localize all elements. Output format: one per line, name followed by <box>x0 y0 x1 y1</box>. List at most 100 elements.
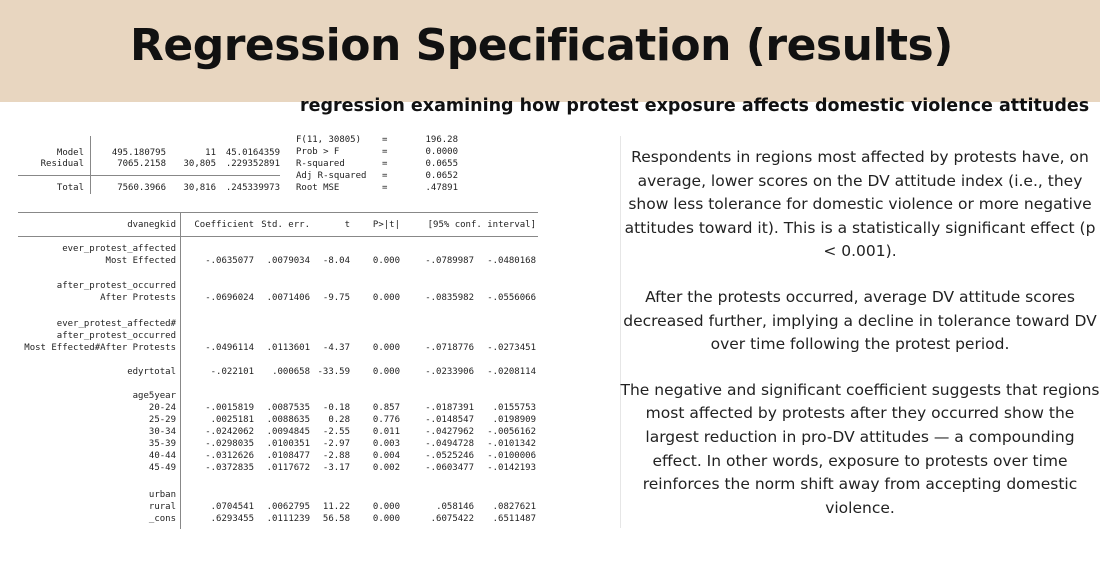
p-value: 0.776 <box>372 415 400 425</box>
coef-value: -.022101 <box>210 367 254 377</box>
note-paragraph: Respondents in regions most affected by … <box>624 148 1096 261</box>
t-value: -8.04 <box>322 256 350 266</box>
coef-value: -.0696024 <box>205 293 254 303</box>
anova-ms: 45.0164359 <box>225 148 280 158</box>
row-label: 35-39 <box>148 439 176 449</box>
regression-output: Model 495.180795 11 45.0164359 Residual … <box>18 130 538 530</box>
ci-high: -.0273451 <box>487 343 536 353</box>
p-value: 0.000 <box>372 256 400 266</box>
row-label: _cons <box>148 514 176 524</box>
se-value: .000658 <box>272 367 310 377</box>
col-header: Std. err. <box>261 220 310 230</box>
group-label: ever_protest_affected# <box>56 319 176 329</box>
ci-low: -.0427962 <box>425 427 474 437</box>
ci-high: -.0142193 <box>487 463 536 473</box>
se-value: .0079034 <box>266 256 310 266</box>
ci-high: .0827621 <box>492 502 536 512</box>
anova-ms: .229352891 <box>225 159 280 169</box>
se-value: .0113601 <box>266 343 310 353</box>
note-paragraph: The negative and significant coefficient… <box>620 380 1100 517</box>
ci-high: .6511487 <box>492 514 536 524</box>
t-value: 11.22 <box>322 502 350 512</box>
ci-low: -.0525246 <box>425 451 474 461</box>
ci-low: -.0789987 <box>425 256 474 266</box>
p-value: 0.000 <box>372 514 400 524</box>
group-label: after_protest_occurred <box>56 331 176 341</box>
coef-value: -.0312626 <box>205 451 254 461</box>
stat-eq: = <box>382 147 388 157</box>
stat-label: Adj R-squared <box>296 171 367 181</box>
ci-low: .6075422 <box>430 514 474 524</box>
row-label: 25-29 <box>148 415 176 425</box>
anova-ss: 495.180795 <box>111 148 166 158</box>
t-value: 56.58 <box>322 514 350 524</box>
ci-high: -.0100006 <box>487 451 536 461</box>
stat-label: R-squared <box>296 159 345 169</box>
group-label: age5year <box>132 391 176 401</box>
col-header: t <box>344 220 350 230</box>
stat-label: F(11, 30805) <box>296 135 362 145</box>
ci-high: .0155753 <box>492 403 536 413</box>
ci-high: .0198909 <box>492 415 536 425</box>
coef-value: -.0635077 <box>205 256 254 266</box>
table-top-rule <box>18 212 538 213</box>
p-value: 0.000 <box>372 343 400 353</box>
stat-eq: = <box>382 159 388 169</box>
coef-value: -.0496114 <box>205 343 254 353</box>
group-label: ever_protest_affected <box>62 244 176 254</box>
row-label: edyrtotal <box>127 367 176 377</box>
ci-low: .058146 <box>436 502 474 512</box>
coef-value: -.0242062 <box>205 427 254 437</box>
t-value: -2.88 <box>322 451 350 461</box>
p-value: 0.000 <box>372 502 400 512</box>
stat-value: 0.0655 <box>425 159 458 169</box>
coef-value: -.0015819 <box>205 403 254 413</box>
ci-high: -.0480168 <box>487 256 536 266</box>
t-value: -0.18 <box>322 403 350 413</box>
t-value: -2.97 <box>322 439 350 449</box>
col-header: Coefficient <box>194 220 254 230</box>
se-value: .0117672 <box>266 463 310 473</box>
table-header-rule <box>18 236 538 237</box>
stat-eq: = <box>382 183 388 193</box>
ci-low: -.0494728 <box>425 439 474 449</box>
anova-separator <box>18 175 280 176</box>
se-value: .0071406 <box>266 293 310 303</box>
ci-high: -.0208114 <box>487 367 536 377</box>
title-banner: Regression Specification (results) <box>0 0 1100 102</box>
ci-high: -.0056162 <box>487 427 536 437</box>
anova-label: Total <box>56 183 84 193</box>
se-value: .0062795 <box>266 502 310 512</box>
t-value: -9.75 <box>322 293 350 303</box>
row-label: 40-44 <box>148 451 176 461</box>
row-label: Most Effected#After Protests <box>24 343 176 353</box>
group-label: after_protest_occurred <box>56 281 176 291</box>
se-value: .0087535 <box>266 403 310 413</box>
stat-value: 0.0000 <box>425 147 458 157</box>
group-label: urban <box>148 490 176 500</box>
anova-label: Residual <box>40 159 84 169</box>
ci-low: -.0148547 <box>425 415 474 425</box>
coef-value: -.0372835 <box>205 463 254 473</box>
ci-low: -.0718776 <box>425 343 474 353</box>
se-value: .0108477 <box>266 451 310 461</box>
ci-high: -.0101342 <box>487 439 536 449</box>
p-value: 0.004 <box>372 451 400 461</box>
anova-label: Model <box>56 148 84 158</box>
p-value: 0.000 <box>372 293 400 303</box>
anova-ss: 7065.2158 <box>117 159 166 169</box>
anova-df: 30,805 <box>183 159 216 169</box>
stat-label: Prob > F <box>296 147 340 157</box>
panel-divider <box>620 136 621 528</box>
se-value: .0094845 <box>266 427 310 437</box>
anova-ms: .245339973 <box>225 183 280 193</box>
page-title: Regression Specification (results) <box>130 20 953 71</box>
coef-value: .6293455 <box>210 514 254 524</box>
t-value: -4.37 <box>322 343 350 353</box>
t-value: -3.17 <box>322 463 350 473</box>
coef-value: .0704541 <box>210 502 254 512</box>
ci-low: -.0603477 <box>425 463 474 473</box>
t-value: -33.59 <box>317 367 350 377</box>
ci-high: -.0556066 <box>487 293 536 303</box>
p-value: 0.011 <box>372 427 400 437</box>
